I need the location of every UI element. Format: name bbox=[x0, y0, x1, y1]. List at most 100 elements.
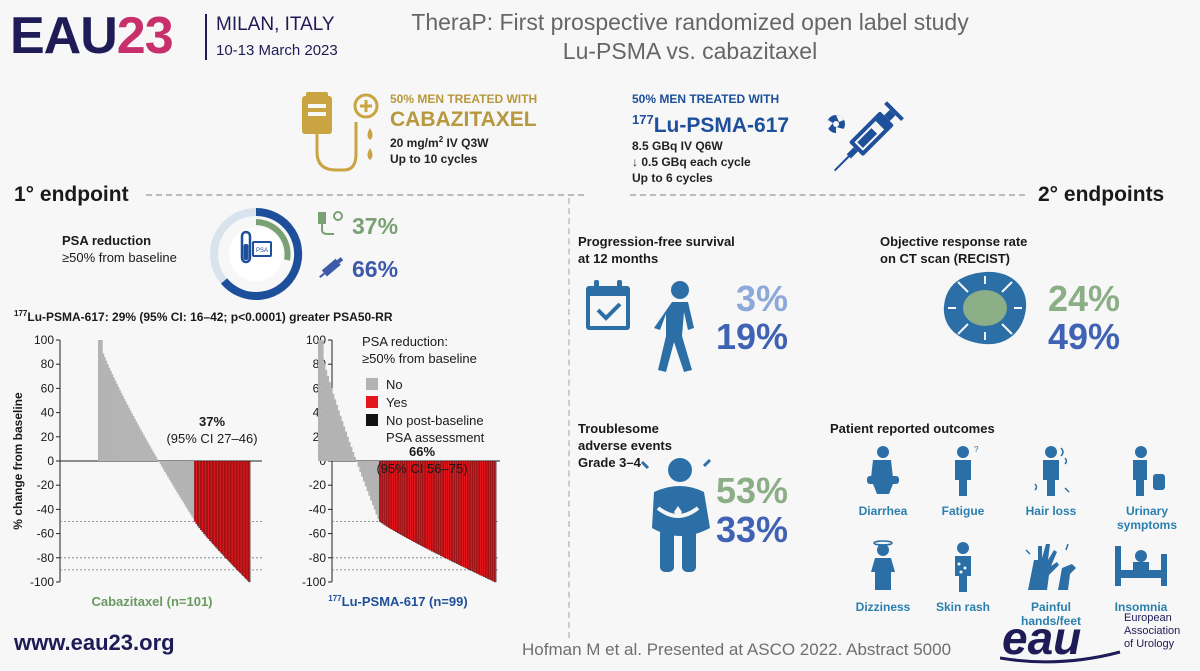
assoc-line-1: European bbox=[1124, 612, 1172, 624]
waterfall-bar bbox=[122, 395, 124, 461]
primary-endpoint-heading: 1° endpoint bbox=[14, 183, 129, 206]
title-line-2: Lu-PSMA vs. cabazitaxel bbox=[562, 38, 818, 64]
orr-cab: 24% bbox=[1047, 278, 1120, 319]
waterfall-bar bbox=[156, 459, 159, 461]
waterfall-bar bbox=[129, 410, 132, 461]
dizzy-person-icon bbox=[871, 540, 895, 590]
legend-swatch bbox=[366, 378, 378, 390]
waterfall-bar bbox=[328, 382, 331, 461]
waterfall-bar bbox=[339, 415, 342, 461]
ae-cab: 53% bbox=[715, 470, 788, 511]
congress-dates: 10-13 March 2023 bbox=[216, 42, 338, 59]
donut-label: PSA bbox=[256, 248, 268, 254]
waterfall-bar bbox=[98, 340, 100, 461]
waterfall-bar bbox=[318, 340, 320, 461]
response-annotation-pct: 37% bbox=[199, 414, 225, 429]
y-tick-label: -100 bbox=[302, 575, 326, 589]
lu-arm-sup: 177 bbox=[632, 112, 654, 127]
cab-dose-sup: 2 bbox=[438, 135, 444, 144]
waterfall-bar bbox=[134, 418, 136, 461]
waterfall-bar bbox=[174, 461, 177, 490]
lu-decrement: ↓ 0.5 GBq each cycle bbox=[632, 155, 751, 169]
waterfall-bar bbox=[348, 441, 351, 461]
waterfall-bar bbox=[159, 461, 162, 465]
panel-label: Cabazitaxel (n=101) bbox=[91, 594, 212, 609]
waterfall-bar bbox=[102, 353, 105, 461]
waterfall-bar bbox=[155, 456, 157, 461]
waterfall-bar bbox=[325, 369, 328, 461]
toilet-icon bbox=[867, 446, 899, 494]
waterfall-bar bbox=[332, 393, 335, 461]
waterfall-bar bbox=[120, 392, 123, 461]
waterfall-bar bbox=[162, 461, 165, 470]
waterfall-bar bbox=[344, 431, 347, 461]
legend-label: No post-baseline bbox=[386, 413, 484, 428]
waterfall-bar bbox=[494, 460, 497, 583]
response-annotation-ci: (95% CI 27–46) bbox=[166, 431, 257, 446]
waterfall-bar bbox=[343, 426, 346, 461]
stat-text: Lu-PSMA-617: 29% (95% CI: 16–42; p<0.000… bbox=[27, 310, 393, 324]
footer-url[interactable]: www.eau23.org bbox=[14, 630, 175, 655]
ae-lu: 33% bbox=[715, 509, 788, 550]
pro-label-urinary-1: Urinary bbox=[1125, 504, 1169, 518]
assoc-line-2: Association bbox=[1124, 625, 1181, 637]
waterfall-bar bbox=[123, 398, 126, 461]
city: MILAN, ITALY bbox=[216, 14, 335, 35]
waterfall-bar bbox=[179, 461, 181, 498]
waterfall-bar bbox=[182, 461, 184, 503]
pro-heading: Patient reported outcomes bbox=[830, 421, 995, 436]
waterfall-bar bbox=[335, 404, 338, 461]
lu-arm-name: 177Lu-PSMA-617 bbox=[632, 108, 789, 138]
waterfall-bar bbox=[158, 461, 160, 462]
response-annotation-pct: 66% bbox=[409, 444, 435, 459]
slide-title: TheraP: First prospective randomized ope… bbox=[340, 8, 1040, 66]
ae-label-2: adverse events bbox=[578, 438, 672, 453]
psa-donut: PSA bbox=[208, 206, 304, 307]
pro-insomnia: Insomnia bbox=[1096, 540, 1186, 614]
waterfall-bar bbox=[188, 461, 191, 512]
waterfall-bar bbox=[101, 340, 103, 461]
y-tick-label: -60 bbox=[37, 527, 55, 541]
pro-label-painful-2: hands/feet bbox=[1020, 614, 1081, 628]
waterfall-bar bbox=[361, 461, 364, 477]
pfs-label-2: at 12 months bbox=[578, 251, 659, 266]
radioactive-syringe-icon bbox=[820, 88, 910, 187]
waterfall-bar bbox=[177, 461, 180, 495]
congress-location: MILAN, ITALY 10-13 March 2023 bbox=[216, 13, 338, 63]
tumor-shrink-icon bbox=[940, 268, 1030, 353]
pro-label-diarrhea: Diarrhea bbox=[858, 504, 908, 518]
waterfall-bar bbox=[321, 340, 324, 461]
y-tick-label: -20 bbox=[37, 478, 55, 492]
waterfall-bar bbox=[371, 461, 374, 506]
pro-label-painful-1: Painful bbox=[1030, 600, 1071, 614]
waterfall-bar bbox=[119, 389, 121, 461]
bed-icon bbox=[1115, 546, 1167, 586]
waterfall-bar bbox=[150, 448, 153, 461]
pro-label-fatigue: Fatigue bbox=[941, 504, 985, 518]
waterfall-bar bbox=[176, 461, 178, 493]
pro-dizziness: Dizziness bbox=[838, 540, 928, 614]
waterfall-bar bbox=[165, 461, 168, 475]
hair-loss-icon bbox=[1034, 446, 1070, 496]
pro-label-urinary: Urinary symptoms bbox=[1102, 504, 1192, 532]
waterfall-bar bbox=[191, 461, 194, 517]
waterfall-bar bbox=[377, 461, 380, 520]
waterfall-bar bbox=[170, 461, 172, 483]
eau-association: European Association of Urology bbox=[1124, 612, 1180, 651]
waterfall-bar bbox=[161, 461, 163, 467]
waterfall-bar bbox=[185, 461, 187, 507]
lu-cycles: Up to 6 cycles bbox=[632, 171, 713, 185]
waterfall-bar bbox=[99, 340, 102, 461]
y-tick-label: 60 bbox=[41, 381, 55, 395]
pro-painful-hands: Painful hands/feet bbox=[1006, 540, 1096, 628]
panel-label-sup: 177 bbox=[328, 594, 342, 603]
primary-divider bbox=[146, 194, 584, 196]
waterfall-bar bbox=[110, 370, 112, 461]
waterfall-bar bbox=[364, 461, 367, 487]
ae-label-1: Troublesome bbox=[578, 421, 659, 436]
cab-dose: 20 mg/m2 IV Q3W bbox=[390, 132, 537, 151]
psa-label-sub: ≥50% from baseline bbox=[62, 250, 177, 265]
pro-diarrhea: Diarrhea bbox=[838, 444, 928, 518]
waterfall-bar bbox=[111, 374, 114, 461]
legend-label: No bbox=[386, 377, 403, 392]
